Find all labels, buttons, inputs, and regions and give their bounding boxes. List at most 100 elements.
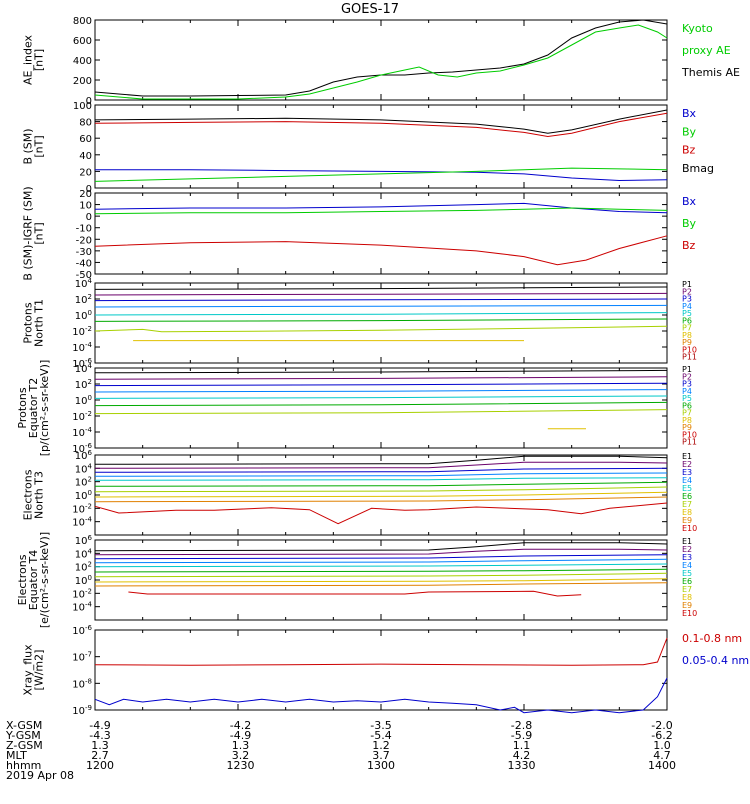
- y-tick-label: 10-2: [72, 587, 92, 600]
- y-tick-label: -50: [76, 270, 92, 281]
- series-line-e1: [94, 455, 668, 465]
- y-tick-label: 10-8: [72, 677, 92, 690]
- legend-entry: P1: [682, 365, 692, 374]
- series-line-e2: [94, 461, 668, 469]
- legend-entry: P6: [682, 401, 692, 410]
- footer-value: 4.7: [653, 749, 671, 762]
- y-tick-label: 20: [79, 167, 92, 178]
- footer-value: 1.1: [513, 739, 531, 752]
- series-line-bz: [94, 112, 668, 138]
- series-line-e7: [94, 572, 668, 578]
- y-axis-label-line: Xray_flux: [22, 644, 35, 696]
- y-axis-label-line: [nT]: [33, 135, 46, 157]
- legend-entry: P6: [682, 316, 692, 325]
- legend-entry: proxy AE: [682, 44, 731, 57]
- legend-entry: E7: [682, 585, 692, 594]
- footer-value: -5.4: [370, 729, 391, 742]
- y-tick-label: 100: [75, 309, 92, 322]
- footer-label-xgsm: X-GSM: [6, 719, 42, 732]
- series-line-p5: [94, 395, 668, 399]
- footer-value: 4.2: [513, 749, 531, 762]
- series-line-e8: [94, 578, 668, 583]
- y-tick-label: 40: [79, 151, 92, 162]
- legend-entry: P3: [682, 295, 692, 304]
- y-tick-label: 10-4: [72, 601, 92, 614]
- panel-xray: 10-6 10-7 10-8 10-9 Xray_flux[W/m2] 0.1-0.8 n…: [22, 624, 750, 717]
- legend-entry: P10: [682, 345, 697, 354]
- legend-entry: E6: [682, 577, 692, 586]
- y-tick-label: 800: [73, 16, 92, 27]
- footer-value: -4.9: [89, 719, 110, 732]
- footer-value: -4.3: [89, 729, 110, 742]
- y-tick-label: 100: [75, 574, 92, 587]
- series-line-kyoto-proxy-ae: [94, 24, 668, 100]
- series-line-e3: [94, 467, 668, 473]
- footer-date: 2019 Apr 08: [6, 769, 74, 782]
- legend-entry: P4: [682, 387, 692, 396]
- legend-entry: P11: [682, 438, 697, 447]
- footer-value: -6.2: [651, 729, 672, 742]
- legend-entry: P5: [682, 394, 692, 403]
- legend-entry: Themis AE: [681, 66, 740, 79]
- series-line-e7: [94, 486, 668, 493]
- panel-ae: 0 200 400 600 800 AE_index[nT] Kyoto proxy AE Th…: [22, 16, 740, 107]
- legend-entry: P2: [682, 287, 692, 296]
- legend-entry: E4: [682, 476, 692, 485]
- series-line-by: [94, 207, 668, 215]
- series-line-bx: [94, 202, 668, 214]
- y-axis-label-line: Electrons: [16, 554, 29, 605]
- y-axis-label-line: B (SM): [22, 128, 35, 164]
- y-tick-label: 20: [79, 189, 92, 200]
- y-tick-label: 102: [75, 561, 92, 574]
- series-line-themis-ae: [94, 19, 668, 97]
- series-line-p3: [94, 382, 668, 387]
- series-line-p3: [94, 298, 668, 302]
- y-tick-label: 10-4: [72, 341, 92, 354]
- y-axis-label-line: Protons: [22, 302, 35, 343]
- footer-value: -3.5: [370, 719, 391, 732]
- y-axis-label-line: North T1: [33, 299, 46, 347]
- series-line-e1: [94, 542, 668, 552]
- series-line-p7: [94, 325, 668, 333]
- y-axis-label-line: [W/m2]: [33, 650, 46, 691]
- footer-value: 1.0: [653, 739, 671, 752]
- y-tick-label: 104: [75, 462, 93, 475]
- y-tick-label: 102: [75, 378, 92, 391]
- y-axis-label-line: AE_index: [22, 34, 35, 85]
- series-line-p6: [94, 401, 668, 407]
- series-line-p1: [94, 286, 668, 290]
- panel-frame: [94, 192, 668, 275]
- legend-entry: P3: [682, 380, 692, 389]
- y-tick-label: 10-7: [72, 651, 92, 664]
- footer-value: -2.8: [511, 719, 532, 732]
- y-tick-label: 104: [75, 362, 93, 375]
- legend-entry: E7: [682, 500, 692, 509]
- footer-value: -4.9: [230, 729, 251, 742]
- series-line-e6: [94, 481, 668, 487]
- footer-value: -2.0: [651, 719, 672, 732]
- legend-entry: E9: [682, 516, 692, 525]
- legend-entry: Bz: [682, 144, 696, 157]
- footer-value: 3.7: [372, 749, 390, 762]
- series-line-p7: [94, 409, 668, 415]
- series-line-e2: [94, 548, 668, 556]
- series-line-e4: [94, 472, 668, 477]
- y-axis-label-line: North T3: [33, 471, 46, 519]
- panel-bsm: 0 20 40 60 80 100 B (SM)[nT] Bx By Bz Bmag: [22, 101, 715, 195]
- legend-entry: E10: [682, 609, 697, 618]
- series-line-e10: [94, 502, 668, 525]
- y-tick-label: 104: [75, 277, 93, 290]
- legend-entry: Bmag: [682, 162, 714, 175]
- series-line-e3: [94, 554, 668, 560]
- y-axis-label: Xray_flux[W/m2]: [22, 644, 46, 696]
- y-axis-label-line: B (SM)-IGRF (SM): [22, 186, 35, 280]
- legend-entry: E3: [682, 553, 692, 562]
- y-axis-label-line: Equator T2: [27, 378, 40, 438]
- footer-value: 2.7: [91, 749, 109, 762]
- legend-entry: P9: [682, 338, 692, 347]
